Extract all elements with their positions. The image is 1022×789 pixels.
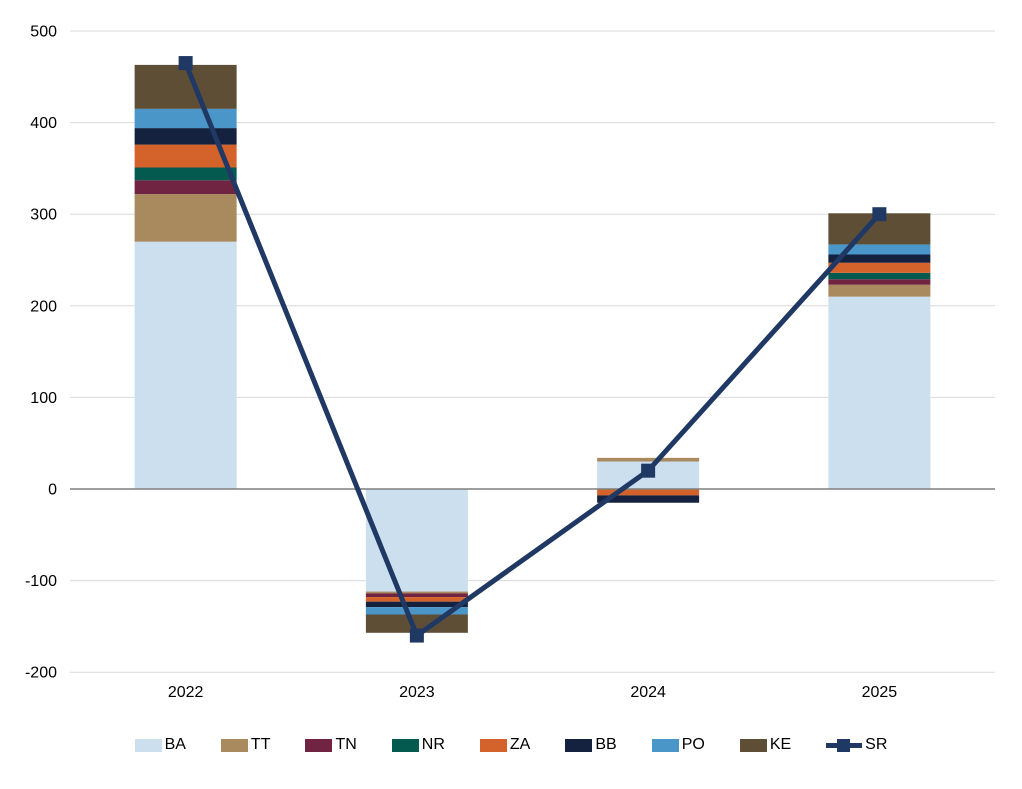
legend-item-bb: BB xyxy=(565,736,617,754)
y-tick-label: 500 xyxy=(30,24,57,41)
y-tick-label: 0 xyxy=(48,482,57,499)
legend-swatch-bb xyxy=(565,738,593,752)
x-tick-label: 2022 xyxy=(168,684,204,701)
bar-segment-ba xyxy=(365,489,468,592)
legend-swatch-tt xyxy=(220,738,248,752)
y-tick-label: -200 xyxy=(25,665,57,682)
legend-label: PO xyxy=(681,736,705,753)
bar-segment-nr xyxy=(828,272,931,280)
legend-label: SR xyxy=(865,736,888,753)
bar-segment-tt xyxy=(134,194,237,242)
sr-marker xyxy=(178,56,193,71)
bar-segment-po xyxy=(828,244,931,255)
legend-item-po: PO xyxy=(651,736,705,754)
y-tick-label: 300 xyxy=(30,207,57,224)
legend-label: TT xyxy=(250,736,271,753)
bar-segment-ba xyxy=(828,296,931,489)
bar-segment-bb xyxy=(134,128,237,145)
x-tick-label: 2025 xyxy=(862,684,898,701)
legend-label: KE xyxy=(769,736,792,753)
sr-line xyxy=(183,62,882,640)
bar-segment-za xyxy=(134,144,237,168)
bar-segment-tn xyxy=(134,180,237,195)
legend-item-tn: TN xyxy=(305,736,357,754)
bar-segment-po xyxy=(134,108,237,129)
y-tick-label: 100 xyxy=(30,390,57,407)
bar-segment-tt xyxy=(365,591,468,594)
bar-segment-bb xyxy=(365,601,468,608)
legend-label: TN xyxy=(335,736,357,753)
legend-swatch-nr xyxy=(391,738,419,752)
x-tick-label: 2023 xyxy=(399,684,435,701)
legend-label: BB xyxy=(595,736,617,753)
legend-swatch-tn xyxy=(305,738,333,752)
chart-legend: BA TT TN NR ZA BB PO KE SR xyxy=(0,736,1022,754)
legend-line-marker-swatch xyxy=(826,738,863,752)
legend-item-ke: KE xyxy=(739,736,792,754)
legend-item-tt: TT xyxy=(220,736,271,754)
bar-segment-bb xyxy=(597,495,700,503)
bar-segment-nr xyxy=(134,167,237,181)
legend-swatch-ke xyxy=(739,738,767,752)
y-tick-label: -100 xyxy=(25,573,57,590)
stacked-bar-line-chart: 500 400 300 200 100 0 -100 -200 2022 2023 2024 2025 xyxy=(25,24,995,701)
bar-segment-tn xyxy=(828,279,931,285)
bar-segment-po xyxy=(365,607,468,615)
bar-segment-za xyxy=(828,262,931,273)
legend-swatch-za xyxy=(479,738,507,752)
bar-segment-ke xyxy=(134,64,237,109)
y-tick-label: 200 xyxy=(30,298,57,315)
legend-item-ba: BA xyxy=(134,736,186,754)
sr-marker xyxy=(872,207,887,222)
bar-segment-za xyxy=(597,489,700,496)
legend-item-sr: SR xyxy=(826,736,887,754)
legend-label: ZA xyxy=(509,736,531,753)
bar-segment-ba xyxy=(134,241,237,489)
x-tick-label: 2024 xyxy=(630,684,666,701)
bar-segment-bb xyxy=(828,254,931,263)
sr-marker xyxy=(409,628,424,643)
y-tick-label: 400 xyxy=(30,115,57,132)
legend-square-marker-icon xyxy=(837,738,851,752)
legend-swatch-ba xyxy=(134,738,162,752)
bar-segment-tt xyxy=(597,457,700,462)
legend-label: BA xyxy=(164,736,186,753)
bar-segment-za xyxy=(365,597,468,602)
bar-segment-tt xyxy=(828,284,931,297)
bar-segment-tn xyxy=(365,593,468,598)
legend-item-nr: NR xyxy=(391,736,445,754)
legend-swatch-po xyxy=(651,738,679,752)
legend-item-za: ZA xyxy=(479,736,531,754)
legend-label: NR xyxy=(421,736,445,753)
sr-marker xyxy=(641,463,656,478)
